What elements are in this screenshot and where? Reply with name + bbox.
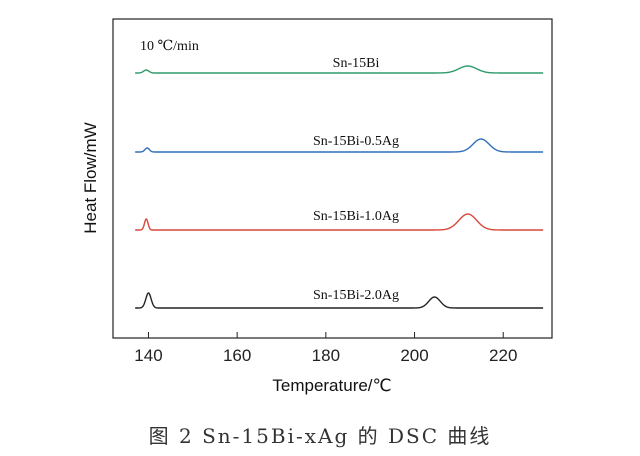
dsc-curve-sn-15bi bbox=[135, 65, 544, 74]
dsc-curve-sn-15bi-0.5ag bbox=[135, 138, 544, 153]
heating-rate-annotation: 10 ℃/min bbox=[140, 39, 199, 54]
x-tick-label: 220 bbox=[489, 346, 517, 365]
figure-caption: 图 2 Sn-15Bi-xAg 的 DSC 曲线 bbox=[148, 424, 492, 448]
dsc-curves bbox=[135, 65, 544, 309]
series-label: Sn-15Bi-0.5Ag bbox=[313, 134, 399, 149]
y-axis-label: Heat Flow/mW bbox=[81, 122, 100, 233]
dsc-curve-sn-15bi-1.0ag bbox=[135, 213, 544, 231]
x-tick-label: 160 bbox=[223, 346, 251, 365]
x-tick-label: 140 bbox=[134, 346, 162, 365]
x-tick-label: 180 bbox=[312, 346, 340, 365]
x-tick-label: 200 bbox=[400, 346, 428, 365]
series-labels: Sn-15Bi Sn-15Bi-0.5Ag Sn-15Bi-1.0Ag Sn-15Bi… bbox=[313, 56, 399, 303]
dsc-curve-sn-15bi-2.0ag bbox=[135, 292, 544, 309]
series-label: Sn-15Bi-1.0Ag bbox=[313, 209, 399, 224]
plot-frame bbox=[112, 18, 553, 339]
series-label: Sn-15Bi bbox=[333, 56, 380, 71]
x-axis-ticks: 140 160 180 200 220 bbox=[134, 332, 517, 365]
x-axis-label: Temperature/℃ bbox=[272, 376, 391, 395]
series-label: Sn-15Bi-2.0Ag bbox=[313, 288, 399, 303]
